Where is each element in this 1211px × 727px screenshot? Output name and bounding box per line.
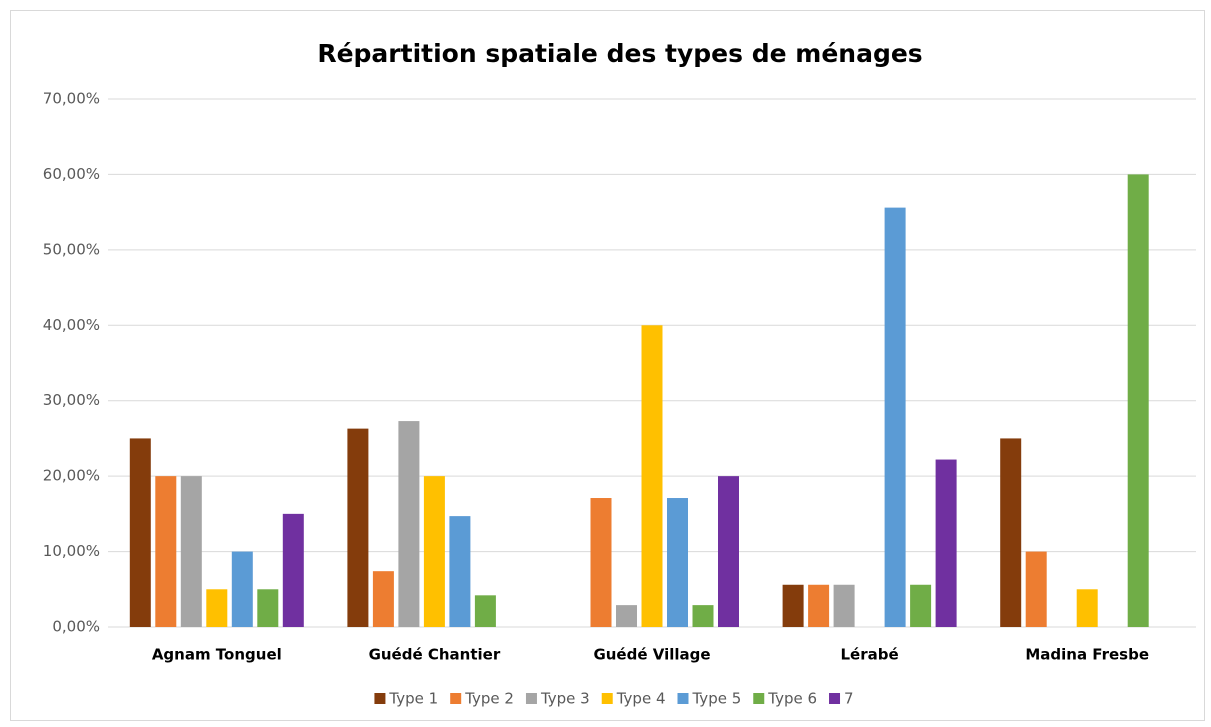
bar: [155, 476, 177, 627]
x-tick-label: Guédé Chantier: [369, 646, 501, 664]
bar: [641, 325, 663, 627]
bar: [180, 476, 202, 627]
x-tick-label: Madina Fresbe: [1025, 646, 1149, 664]
y-tick-label: 30,00%: [43, 391, 100, 409]
bar: [692, 605, 714, 627]
bar: [616, 605, 637, 627]
bar: [833, 584, 855, 627]
y-tick-label: 40,00%: [43, 316, 100, 334]
legend-swatch: [829, 693, 841, 704]
y-tick-label: 0,00%: [52, 618, 100, 636]
bar: [423, 476, 445, 627]
bar: [449, 516, 471, 627]
bar: [129, 438, 151, 627]
y-tick-label: 60,00%: [43, 165, 100, 183]
bar: [1025, 551, 1047, 627]
legend-swatch: [450, 693, 462, 704]
bar: [282, 513, 304, 627]
legend-swatch: [601, 693, 613, 704]
legend-label: 7: [844, 690, 854, 708]
legend-swatch: [374, 693, 386, 704]
bar: [667, 498, 688, 627]
bar: [398, 421, 420, 627]
bar: [782, 584, 804, 627]
bar: [718, 476, 739, 627]
y-tick-label: 20,00%: [43, 467, 100, 485]
bar: [372, 571, 394, 627]
bar: [231, 551, 253, 627]
legend-label: Type 6: [767, 690, 817, 708]
bar: [884, 207, 906, 628]
legend-swatch: [525, 693, 537, 704]
y-tick-label: 70,00%: [43, 90, 100, 108]
bar: [910, 584, 932, 627]
bar: [1127, 174, 1149, 627]
legend-label: Type 3: [540, 690, 590, 708]
x-tick-label: Guédé Village: [593, 646, 710, 664]
bar: [1076, 589, 1098, 627]
bar: [590, 498, 612, 627]
legend-label: Type 4: [616, 690, 666, 708]
y-tick-label: 50,00%: [43, 240, 100, 258]
bar: [808, 584, 830, 627]
bar: [206, 589, 228, 627]
bar: [474, 595, 496, 627]
y-tick-label: 10,00%: [43, 542, 100, 560]
x-tick-label: Lérabé: [841, 646, 899, 664]
legend-label: Type 5: [691, 690, 741, 708]
legend-label: Type 1: [388, 690, 438, 708]
legend-swatch: [677, 693, 689, 704]
legend-swatch: [753, 693, 765, 704]
bar: [935, 459, 957, 627]
chart-title: Répartition spatiale des types de ménage…: [317, 39, 922, 68]
x-tick-label: Agnam Tonguel: [152, 646, 282, 664]
bar: [347, 428, 369, 627]
bar: [257, 589, 279, 627]
legend-label: Type 2: [464, 690, 514, 708]
bar: [1000, 438, 1022, 627]
